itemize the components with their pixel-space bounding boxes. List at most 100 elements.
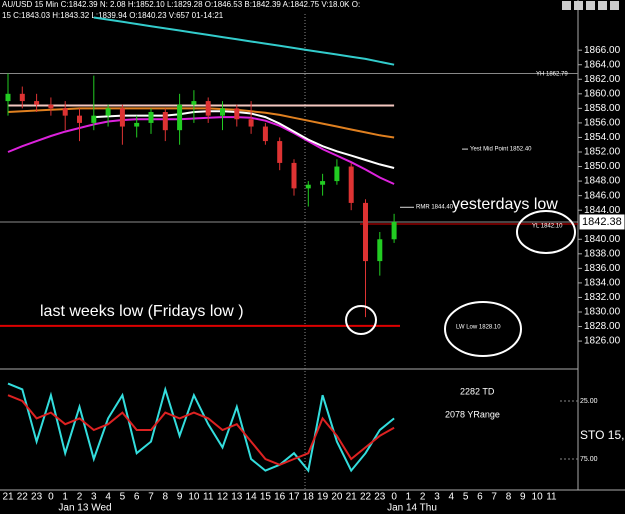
x-tick-label: 16 — [274, 492, 286, 503]
x-tick-label: 21 — [2, 492, 14, 503]
x-tick-label: 13 — [231, 492, 243, 503]
candle-body — [91, 115, 97, 123]
y-tick-label: 1856.00 — [584, 118, 621, 129]
candle-body — [334, 166, 340, 182]
y-tick-label: 1866.00 — [584, 45, 621, 56]
candle-body — [148, 112, 154, 123]
y-tick-label: 1832.00 — [584, 292, 621, 303]
window-icons — [562, 1, 619, 10]
x-tick-label: 22 — [360, 492, 372, 503]
series-line — [7, 107, 395, 139]
x-tick-label: 5 — [120, 492, 126, 503]
y-tick-label: 1860.00 — [584, 88, 621, 99]
series-line — [7, 116, 395, 185]
level-label: LW Low 1828.10 — [456, 325, 501, 331]
x-tick-label: 11 — [203, 492, 214, 503]
series-line — [93, 16, 395, 66]
last-price-label: 1842.38 — [582, 216, 622, 228]
candle-body — [134, 122, 140, 127]
x-tick-label: 23 — [374, 492, 386, 503]
candle-body — [262, 126, 268, 142]
x-tick-label: 7 — [491, 492, 497, 503]
x-tick-label: 3 — [434, 492, 440, 503]
x-tick-label: 5 — [463, 492, 469, 503]
candle-body — [119, 108, 125, 127]
x-tick-label: 2 — [77, 492, 83, 503]
x-tick-label: 4 — [449, 492, 455, 503]
candle-body — [277, 141, 283, 163]
series-line — [7, 394, 395, 466]
x-tick-label: 21 — [346, 492, 358, 503]
y-tick-label: 1858.00 — [584, 103, 621, 114]
x-tick-label: 8 — [506, 492, 512, 503]
candle-body — [62, 108, 68, 116]
level-label: RMR 1844.40 — [416, 205, 454, 211]
x-tick-label: 3 — [91, 492, 97, 503]
header-line: 15 C:1843.03 H:1843.32 L:1839.94 O:1840.… — [2, 11, 224, 20]
x-tick-label: 2 — [420, 492, 426, 503]
x-tick-label: 6 — [134, 492, 140, 503]
candle-body — [48, 104, 54, 109]
candle-body — [5, 93, 11, 102]
y-tick-label: 1844.00 — [584, 205, 621, 216]
candle-body — [162, 112, 168, 131]
x-tick-label: 23 — [31, 492, 43, 503]
y-tick-label: 1834.00 — [584, 278, 621, 289]
x-tick-label: 9 — [520, 492, 526, 503]
x-tick-label: 9 — [177, 492, 183, 503]
y-tick-label: 1828.00 — [584, 321, 621, 332]
x-tick-label: 8 — [163, 492, 169, 503]
x-tick-label: 0 — [391, 492, 397, 503]
y-tick-label: 75.00 — [580, 456, 598, 463]
level-label: YH 1862.79 — [536, 72, 568, 78]
candle-body — [363, 202, 368, 262]
x-tick-label: 6 — [477, 492, 483, 503]
candle-body — [191, 101, 197, 105]
x-tick-label: 10 — [532, 492, 544, 503]
last-price-box — [578, 213, 625, 231]
annotation: last weeks low (Fridays low ) — [40, 303, 244, 320]
series-line — [7, 382, 395, 473]
indicator-label: 2078 YRange — [445, 409, 500, 419]
x-tick-label: 20 — [331, 492, 343, 503]
y-tick-label: 1862.00 — [584, 74, 621, 85]
x-tick-label: 10 — [188, 492, 200, 503]
x-tick-label: 1 — [406, 492, 412, 503]
y-tick-label: 25.00 — [580, 398, 598, 405]
candle-body — [348, 166, 354, 203]
candle-body — [205, 101, 211, 116]
level-label: Yest Mid Point 1852.40 — [470, 147, 532, 153]
y-tick-label: 1852.00 — [584, 147, 621, 158]
y-tick-label: 1826.00 — [584, 336, 621, 347]
date-label: Jan 13 Wed — [58, 503, 111, 514]
x-tick-label: 0 — [48, 492, 54, 503]
candle-body — [320, 181, 326, 185]
x-tick-label: 1 — [62, 492, 68, 503]
candle-body — [377, 239, 383, 262]
x-tick-label: 12 — [217, 492, 229, 503]
highlight-ellipse — [516, 210, 576, 254]
candle-body — [391, 221, 397, 240]
candle-body — [220, 108, 225, 116]
header-line: AU/USD 15 Min C:1842.39 N: 2.08 H:1852.1… — [2, 0, 360, 9]
highlight-ellipse — [345, 305, 377, 335]
y-tick-label: 1846.00 — [584, 190, 621, 201]
candle-body — [34, 101, 40, 105]
highlight-ellipse — [444, 301, 522, 357]
x-tick-label: 4 — [105, 492, 111, 503]
candle-body — [291, 162, 297, 189]
indicator-label: STO 15, — [580, 428, 624, 442]
candle-body — [77, 115, 82, 123]
y-tick-label: 1838.00 — [584, 248, 621, 259]
x-tick-label: 15 — [260, 492, 272, 503]
x-tick-label: 7 — [148, 492, 154, 503]
x-tick-label: 11 — [546, 492, 557, 503]
y-tick-label: 1830.00 — [584, 307, 621, 318]
x-tick-label: 19 — [317, 492, 329, 503]
level-label: YL 1842.10 — [532, 224, 563, 230]
candle-body — [105, 108, 111, 116]
y-tick-label: 1864.00 — [584, 59, 621, 70]
candle-body — [234, 108, 240, 120]
x-tick-label: 18 — [303, 492, 315, 503]
